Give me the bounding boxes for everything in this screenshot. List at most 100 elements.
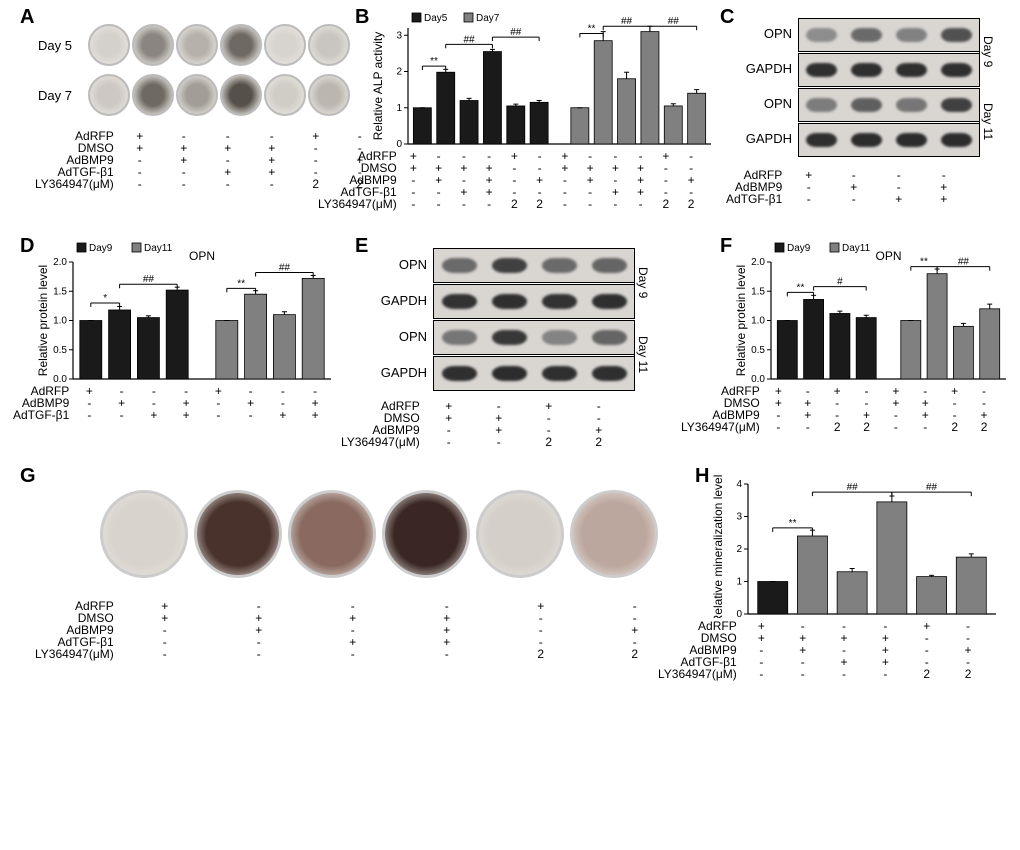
treatment-cell: - [786,193,831,205]
treatment-cell: - [424,436,474,448]
significance-marker: ** [237,278,245,289]
treatment-row-label: LY364947(μM) [681,421,764,433]
blot-box [433,248,635,283]
blot-band [941,28,973,42]
blot-side-label: Day 11 [981,88,995,155]
blot-side-label: Day 9 [636,248,650,317]
panel-b-chart: 0123Relative ALP activityDay5Day7**####*… [370,8,715,148]
blot-band [492,366,527,381]
significance-marker: ## [926,482,938,493]
well [264,74,306,116]
bar [927,274,947,379]
treatment-cell: 2 [969,421,998,433]
bar [856,318,876,379]
y-axis-label: Relative protein level [735,265,748,376]
blot-row-label: GAPDH [375,365,427,380]
treatment-cell: - [793,421,822,433]
treatment-cell: - [202,409,234,421]
svg-text:0.5: 0.5 [751,345,765,356]
svg-text:3: 3 [736,512,742,523]
blot-box [798,53,980,87]
treatment-cell: - [881,421,910,433]
blot-band [592,258,627,273]
treatment-cell: - [451,198,476,210]
well [308,74,350,116]
y-axis-label: Relative protein level [36,265,50,376]
treatment-cell: + [170,409,202,421]
treatment-cell: - [831,193,876,205]
treatment-cell: - [212,648,306,660]
bar [917,577,947,614]
panel-g-label: G [20,465,36,488]
treatment-cell: 2 [653,198,678,210]
blot-band [896,63,928,77]
svg-text:0.5: 0.5 [53,345,67,356]
figure: A Day 5Day 7 AdRFP+---+-DMSO++++--AdBMP9… [0,0,1020,850]
blot-row-label: OPN [375,257,427,272]
treatment-cell: - [476,198,501,210]
bar [797,536,827,614]
panel-d-treatments: AdRFP+---+---AdBMP9-+-+-+-+AdTGF-β1--++-… [13,385,331,421]
blot-band [542,366,577,381]
blot-band [542,330,577,345]
panel-e-treatments: AdRFP+-+-DMSO++--AdBMP9-+-+LY364947(μM)-… [341,400,624,448]
blot-box [433,320,635,355]
treatment-cell: + [921,193,966,205]
bar [571,108,589,144]
well [220,24,262,66]
blot-band [851,133,883,147]
bar [901,321,921,380]
treatment-cell: - [250,178,294,190]
svg-text:1.0: 1.0 [751,316,765,327]
treatment-cell: 2 [494,648,588,660]
treatment-cell: 2 [524,436,574,448]
y-axis-label: Relative ALP activity [371,32,385,141]
treatment-cell: 2 [906,668,947,680]
treatment-cell: - [118,648,212,660]
well [132,74,174,116]
significance-marker: * [103,293,107,304]
treatment-cell: 2 [527,198,552,210]
blot-band [492,294,527,309]
treatment-cell: + [299,409,331,421]
significance-marker: ## [279,263,291,274]
significance-marker: ## [847,482,859,493]
panel-a-label: A [20,6,34,29]
blot-band [941,63,973,77]
bar [137,318,159,379]
svg-text:1.5: 1.5 [751,286,765,297]
panel-c-blots: OPNGAPDHDay 9OPNGAPDHDay 11 [740,18,998,158]
treatment-cell: - [306,648,400,660]
bar [483,52,501,144]
treatment-cell: - [474,436,524,448]
svg-text:2: 2 [396,67,402,78]
well [194,490,282,578]
blot-band [592,366,627,381]
legend-item: Day11 [144,243,173,254]
bar [804,299,824,379]
well-row-label: Day 7 [38,88,72,103]
treatment-row-label: AdTGF-β1 [13,409,73,421]
significance-marker: ** [797,282,805,293]
panel-f-label: F [720,235,732,258]
bar [641,32,659,144]
treatment-cell: 2 [852,421,881,433]
blot-band [442,330,477,345]
treatment-cell: + [138,409,170,421]
blot-band [806,133,838,147]
bar [877,502,907,614]
treatment-cell: - [162,178,206,190]
well-plate-row [88,24,350,66]
legend-item: Day9 [89,243,113,254]
blot-row-label: GAPDH [375,293,427,308]
legend-item: Day9 [787,243,811,254]
bar [460,101,478,145]
blot-band [941,98,973,112]
treatment-cell: + [267,409,299,421]
bar [216,321,238,380]
significance-marker: ## [668,16,680,27]
well [220,74,262,116]
blot-band [896,98,928,112]
treatment-cell: - [782,668,823,680]
well [288,490,376,578]
